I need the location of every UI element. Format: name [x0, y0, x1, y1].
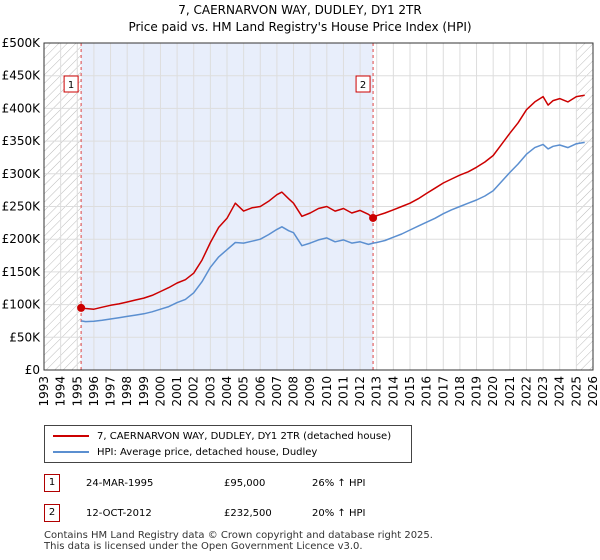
x-tick-label: 2012: [353, 376, 367, 407]
x-tick-label: 2021: [503, 376, 517, 407]
sale-marker-box: [355, 75, 371, 93]
x-tick-label: 2013: [370, 376, 384, 407]
x-tick-label: 1997: [104, 376, 118, 407]
x-tick-label: 2009: [303, 376, 317, 407]
sale-hpi-change: 26% ↑ HPI: [312, 478, 366, 489]
x-tick-label: 2026: [586, 376, 600, 407]
sale-date: 12-OCT-2012: [86, 508, 152, 519]
sale-badge: 2: [44, 504, 60, 522]
x-tick-label: 2003: [203, 376, 217, 407]
x-tick-label: 2025: [569, 376, 583, 407]
series-line-property: [81, 94, 585, 310]
y-tick-label: £100K: [2, 298, 42, 312]
x-tick-label: 2006: [253, 376, 267, 407]
chart-title: 7, CAERNARVON WAY, DUDLEY, DY1 2TR: [178, 3, 421, 17]
legend-item-hpi: HPI: Average price, detached house, Dudl…: [53, 445, 317, 461]
x-tick-label: 2008: [287, 376, 301, 407]
x-tick-label: 2005: [237, 376, 251, 407]
footer-copyright: Contains HM Land Registry data © Crown c…: [44, 530, 433, 541]
x-tick-label: 1995: [70, 376, 84, 407]
x-tick-label: 2022: [519, 376, 533, 407]
chart-subtitle: Price paid vs. HM Land Registry's House …: [128, 20, 471, 34]
x-tick-label: 2019: [470, 376, 484, 407]
x-tick-label: 2016: [420, 376, 434, 407]
x-tick-label: 2000: [153, 376, 167, 407]
legend-label-property: 7, CAERNARVON WAY, DUDLEY, DY1 2TR (deta…: [97, 431, 392, 442]
y-tick-label: £250K: [2, 200, 42, 214]
x-tick-label: 2017: [436, 376, 450, 407]
sale-date: 24-MAR-1995: [86, 478, 154, 489]
x-tick-label: 2002: [187, 376, 201, 407]
x-tick-label: 1993: [37, 376, 51, 407]
footer: Contains HM Land Registry data © Crown c…: [44, 530, 433, 552]
y-tick-label: £150K: [2, 265, 42, 279]
x-tick-label: 2023: [536, 376, 550, 407]
legend: 7, CAERNARVON WAY, DUDLEY, DY1 2TR (deta…: [44, 425, 412, 463]
x-tick-label: 1994: [54, 376, 68, 407]
x-tick-label: 2004: [220, 376, 234, 407]
sale-marker-label: 2: [360, 80, 366, 91]
y-tick-label: £400K: [2, 101, 42, 115]
x-tick-label: 1996: [87, 376, 101, 407]
sale-point: [77, 303, 86, 312]
y-tick-label: £350K: [2, 134, 42, 148]
series-line-hpi: [80, 141, 585, 323]
sale-price: £232,500: [224, 508, 272, 519]
x-tick-label: 2024: [553, 376, 567, 407]
y-tick-label: £450K: [2, 69, 42, 83]
plot-frame: [43, 42, 594, 371]
x-tick-label: 2014: [386, 376, 400, 407]
y-tick-label: £300K: [2, 167, 42, 181]
y-tick-label: £0: [25, 363, 40, 377]
legend-item-property: 7, CAERNARVON WAY, DUDLEY, DY1 2TR (deta…: [53, 429, 391, 445]
x-tick-label: 2007: [270, 376, 284, 407]
y-tick-label: £200K: [2, 232, 42, 246]
x-tick-label: 2018: [453, 376, 467, 407]
y-tick-label: £50K: [9, 330, 41, 344]
x-tick-label: 2001: [170, 376, 184, 407]
legend-swatch-blue: [53, 451, 89, 453]
sale-marker-box: [63, 75, 79, 93]
sale-point: [369, 213, 378, 222]
sale-hpi-change: 20% ↑ HPI: [312, 508, 366, 519]
x-tick-label: 2010: [320, 376, 334, 407]
footer-license: This data is licensed under the Open Gov…: [44, 541, 363, 552]
legend-swatch-red: [53, 435, 89, 437]
x-tick-label: 1998: [120, 376, 134, 407]
x-tick-label: 1999: [137, 376, 151, 407]
price-chart: 7, CAERNARVON WAY, DUDLEY, DY1 2TR Price…: [2, 3, 600, 407]
x-tick-label: 2020: [486, 376, 500, 407]
sale-price: £95,000: [224, 478, 266, 489]
x-tick-label: 2015: [403, 376, 417, 407]
legend-label-hpi: HPI: Average price, detached house, Dudl…: [97, 447, 318, 458]
x-tick-label: 2011: [336, 376, 350, 407]
sale-badge: 1: [44, 474, 60, 492]
y-tick-label: £500K: [2, 36, 42, 50]
sale-marker-label: 1: [68, 80, 74, 91]
